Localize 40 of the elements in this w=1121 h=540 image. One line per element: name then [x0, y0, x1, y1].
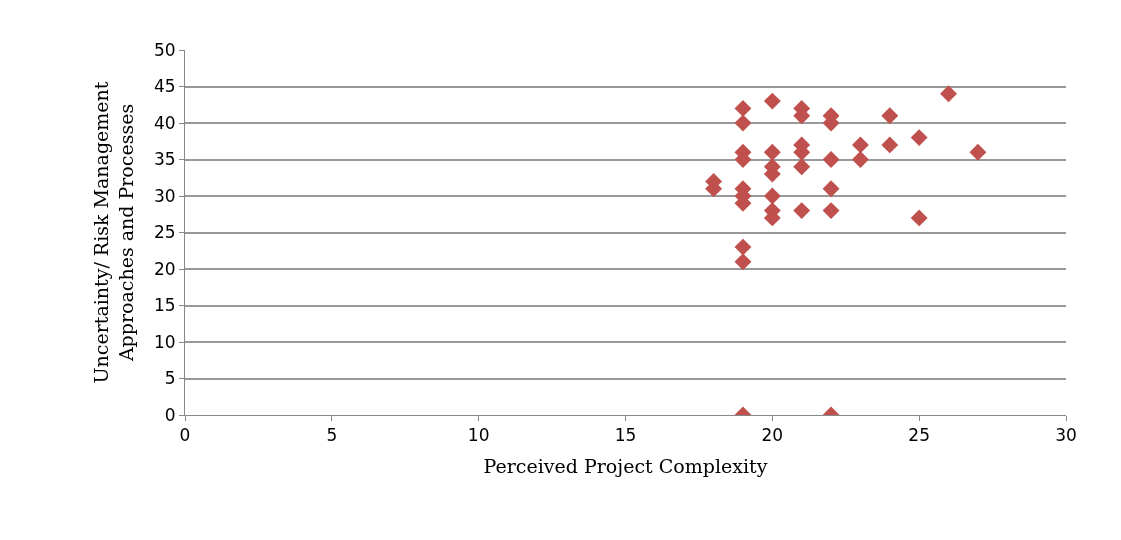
point	[763, 92, 781, 110]
point	[910, 129, 928, 147]
point	[881, 136, 899, 154]
y-tick-label: 20	[153, 258, 176, 279]
point	[851, 136, 869, 154]
y-tick-label: 35	[153, 149, 176, 170]
point	[881, 107, 899, 125]
point	[763, 187, 781, 205]
point	[734, 253, 752, 271]
point	[734, 238, 752, 256]
x-tick-label: 25	[908, 425, 930, 446]
y-tick-label: 45	[153, 76, 176, 97]
x-tick-label: 30	[1055, 425, 1077, 446]
y-tick-label: 25	[153, 222, 176, 243]
point	[851, 151, 869, 168]
point	[793, 158, 811, 176]
point	[763, 143, 781, 161]
point	[734, 99, 752, 117]
x-tick-label: 5	[326, 425, 338, 446]
x-tick-label: 0	[179, 425, 191, 446]
point	[822, 202, 840, 220]
point	[734, 114, 752, 132]
point	[910, 209, 928, 227]
y-tick-label: 5	[164, 368, 176, 389]
point	[822, 151, 840, 168]
y-tick-label: 40	[153, 112, 176, 133]
point	[969, 143, 987, 161]
y-tick-label: 50	[153, 39, 176, 60]
y-tick-label: 0	[164, 404, 176, 425]
y-axis-title: Uncertainty/ Risk Management Approaches and Processes	[90, 81, 137, 384]
point	[793, 202, 811, 220]
y-tick-label: 15	[153, 295, 176, 316]
y-tick-label: 10	[153, 331, 176, 352]
x-tick-label: 15	[614, 425, 637, 446]
x-axis-title: Perceived Project Complexity	[483, 455, 768, 478]
point	[822, 180, 840, 198]
point	[940, 85, 957, 103]
x-tick-label: 20	[761, 425, 784, 446]
x-tick-label: 10	[467, 425, 490, 446]
y-tick-label: 30	[153, 185, 176, 206]
